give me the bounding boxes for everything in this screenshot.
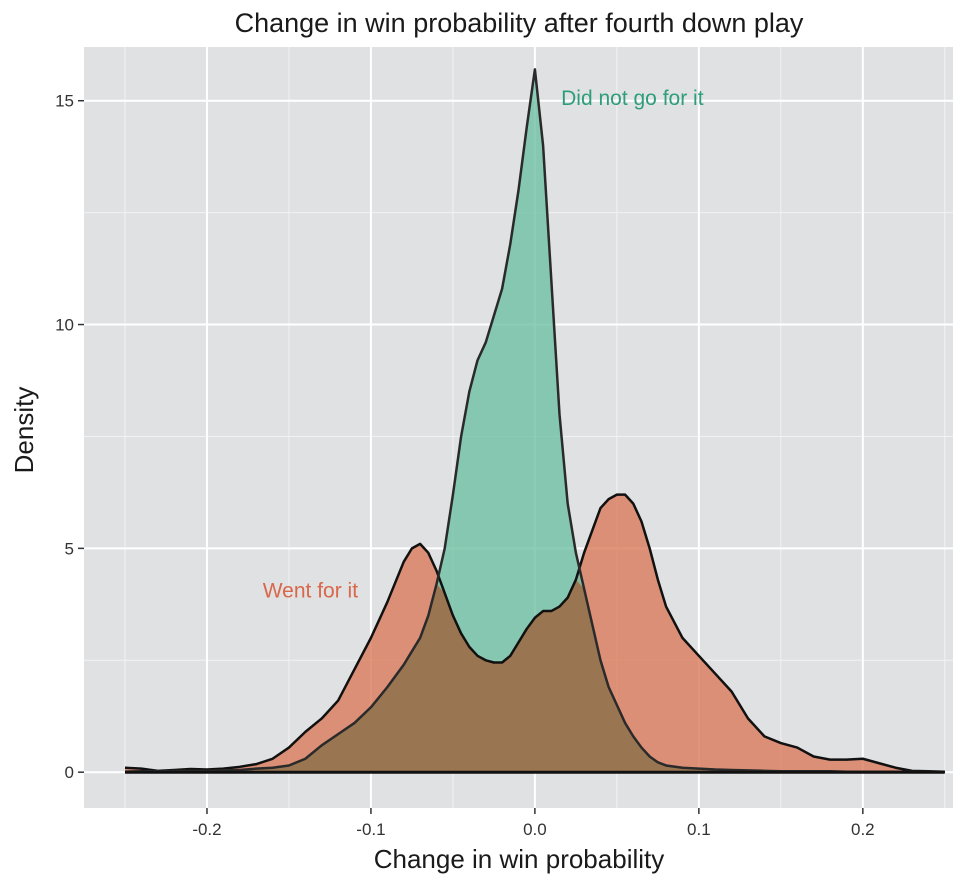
y-axis-title: Density bbox=[9, 387, 39, 474]
density-areas bbox=[124, 68, 945, 774]
x-tick-label: 0.1 bbox=[687, 820, 711, 839]
y-tick-label: 0 bbox=[65, 763, 74, 782]
annotation-label: Went for it bbox=[263, 580, 358, 603]
annotation-label: Did not go for it bbox=[561, 87, 704, 110]
density-overlap-area bbox=[124, 579, 945, 773]
x-tick-label: 0.2 bbox=[851, 820, 875, 839]
x-axis-title: Change in win probability bbox=[374, 844, 665, 874]
x-tick-label: 0.0 bbox=[523, 820, 547, 839]
density-line-went-for-it bbox=[124, 493, 945, 773]
x-tick-label: -0.2 bbox=[192, 820, 221, 839]
minor-gridlines bbox=[84, 47, 953, 808]
x-axis-ticks: -0.2 -0.1 0.0 0.1 0.2 bbox=[192, 808, 875, 839]
y-axis-ticks: 0 5 10 15 bbox=[55, 92, 84, 782]
series-annotations: Did not go for it Went for it bbox=[263, 87, 704, 602]
y-tick-label: 15 bbox=[55, 92, 74, 111]
chart-title: Change in win probability after fourth d… bbox=[235, 8, 804, 38]
x-tick-label: -0.1 bbox=[356, 820, 385, 839]
y-tick-label: 5 bbox=[65, 539, 74, 558]
y-tick-label: 10 bbox=[55, 316, 74, 335]
density-area-did-not-go-for-it bbox=[124, 69, 945, 773]
